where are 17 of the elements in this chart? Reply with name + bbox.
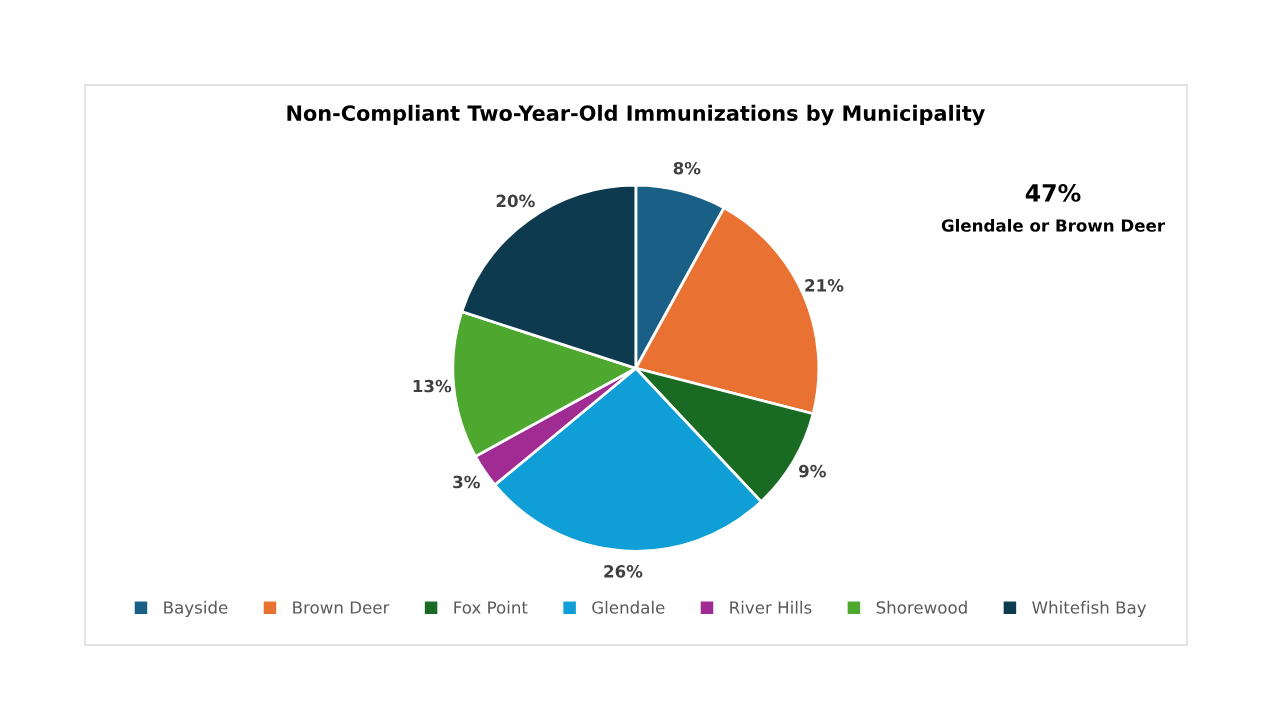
data-label: 8% — [673, 161, 701, 175]
text: 47% — [1025, 183, 1081, 202]
data-label: 13% — [413, 379, 452, 393]
text: Glendale or Brown Deer — [941, 218, 1166, 232]
chart-title: Non-Compliant Two-Year-Old Immunizations by Municipality — [287, 104, 985, 126]
data-label: 3% — [453, 475, 480, 489]
legend-label: Bayside — [164, 600, 228, 617]
legend-label: Shorewood — [876, 600, 967, 614]
data-label: 20% — [496, 194, 535, 208]
legend-label: Fox Point — [454, 600, 528, 614]
legend-label: Glendale — [592, 600, 665, 614]
legend-label: River Hills — [730, 600, 812, 614]
data-label: 26% — [604, 565, 643, 578]
legend-label: Brown Deer — [293, 601, 390, 614]
legend-label: Whitefish Bay — [1032, 600, 1147, 617]
data-label: 21% — [805, 279, 844, 292]
data-label: 9% — [798, 464, 826, 478]
